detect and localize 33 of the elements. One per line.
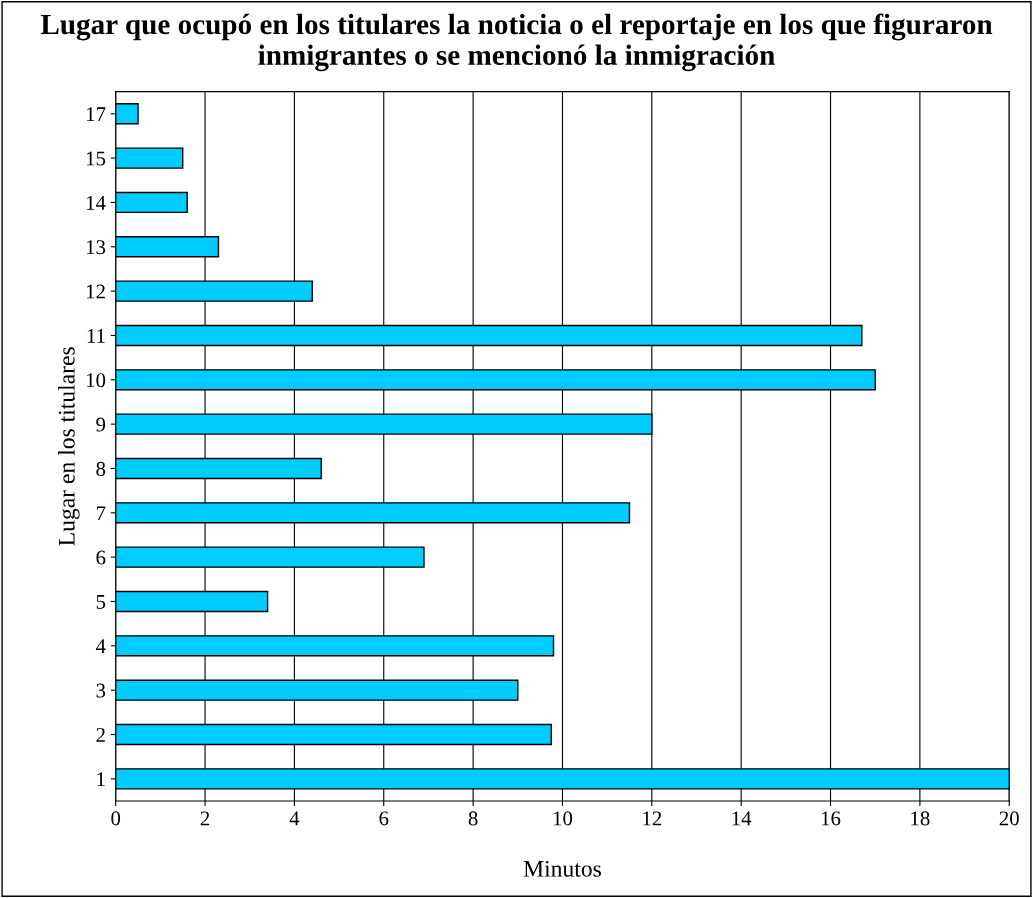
x-tick-label: 4 xyxy=(289,811,300,826)
y-tick-label: 9 xyxy=(96,417,106,432)
bar xyxy=(115,147,184,169)
x-tick-label: 8 xyxy=(468,811,478,826)
bar xyxy=(115,191,188,214)
y-tick-label: 10 xyxy=(86,373,106,388)
x-axis-title: Minutos xyxy=(523,860,601,877)
bar xyxy=(115,103,139,125)
y-tick-label: 3 xyxy=(96,683,106,698)
y-tick-label: 5 xyxy=(96,595,106,609)
y-tick-label: 6 xyxy=(96,550,106,565)
x-tick-label: 20 xyxy=(999,811,1019,826)
x-tick-label: 2 xyxy=(200,811,210,826)
chart-title: Lugar que ocupó en los titulares la noticia o el reportaje en los que figuraron inmigrantes o se mencionó la inmigración xyxy=(40,13,993,72)
y-tick-label: 15 xyxy=(86,151,106,166)
y-tick-label: 12 xyxy=(86,284,105,299)
x-tick-label: 18 xyxy=(911,811,930,826)
y-tick-label: 13 xyxy=(86,240,106,255)
y-tick-label: 7 xyxy=(96,506,106,521)
y-tick-label: 4 xyxy=(95,639,106,654)
y-tick-label: 2 xyxy=(96,727,105,742)
y-tick-label: 1 xyxy=(97,772,105,787)
y-tick-label: 8 xyxy=(96,461,106,476)
x-tick-label: 10 xyxy=(553,811,573,826)
y-tick-label: 11 xyxy=(87,328,105,343)
y-axis-title: Lugar en los titulares xyxy=(58,347,80,546)
y-tick-label: 14 xyxy=(86,195,106,210)
x-tick-label: 14 xyxy=(732,811,752,826)
y-tick-label: 17 xyxy=(86,107,106,121)
x-tick-label: 6 xyxy=(379,811,389,826)
x-tick-label: 12 xyxy=(643,811,662,826)
x-tick-label: 0 xyxy=(111,811,121,826)
x-tick-label: 16 xyxy=(821,811,841,826)
